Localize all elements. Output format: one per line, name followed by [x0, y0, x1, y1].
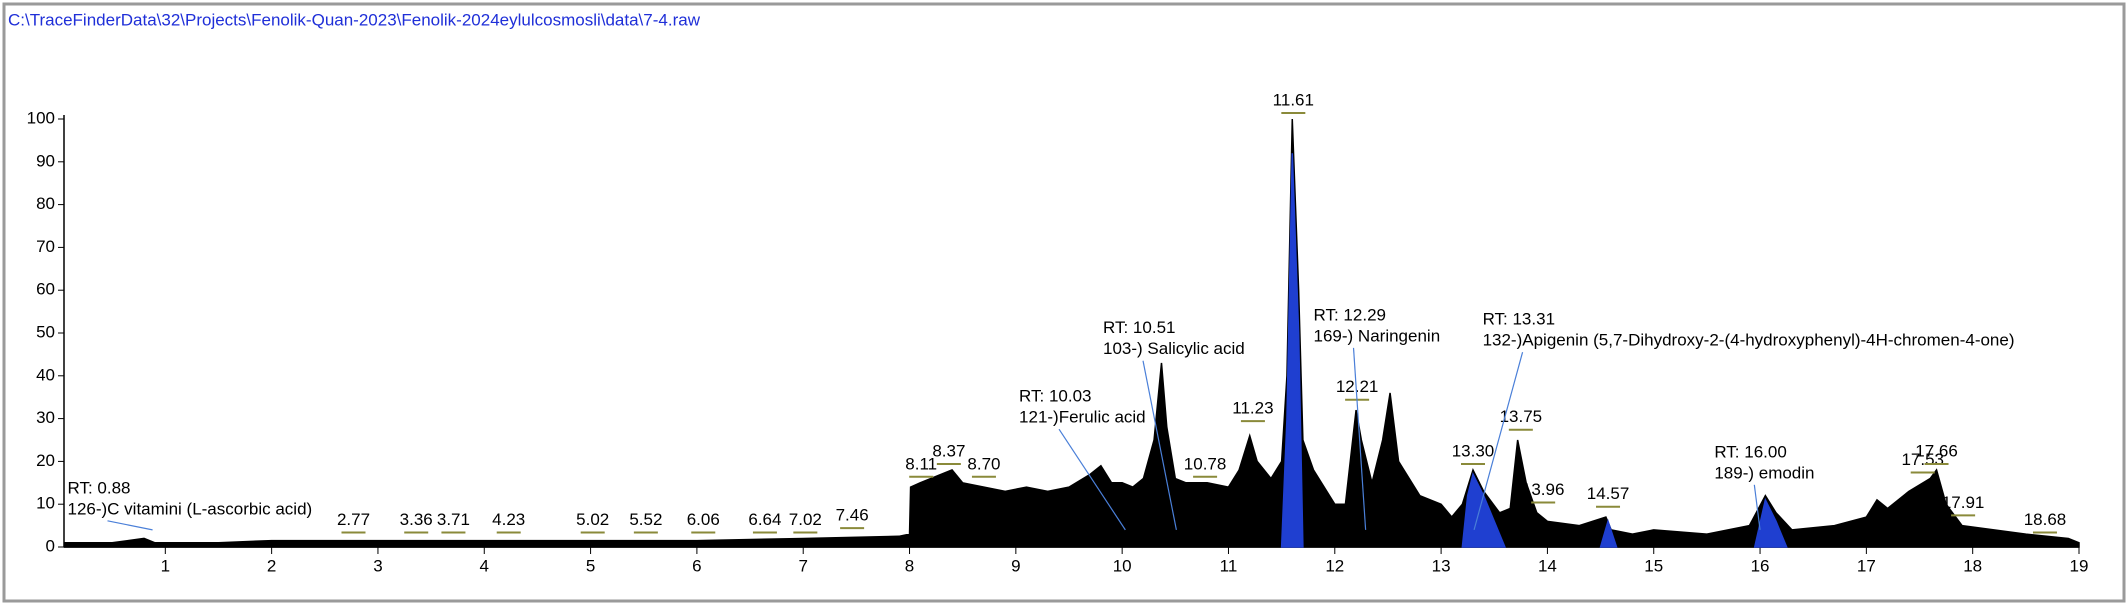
x-tick-label: 11: [1220, 556, 1238, 575]
annotation-text: 103-) Salicylic acid: [1103, 339, 1245, 358]
x-tick-label: 1: [161, 556, 170, 575]
peak-label: 13.96: [1522, 480, 1565, 499]
x-tick-label: 10: [1113, 556, 1132, 575]
annotation-text: 121-)Ferulic acid: [1019, 408, 1146, 427]
peak-label: 6.06: [687, 510, 720, 529]
annotation-leader: [1753, 484, 1761, 530]
y-tick-label: 60: [36, 280, 55, 299]
annotation-text: 189-) emodin: [1714, 463, 1814, 482]
peak-label: 13.75: [1500, 407, 1543, 426]
y-tick-label: 100: [27, 108, 55, 127]
peak-label: 11.23: [1232, 399, 1273, 418]
y-tick-label: 90: [36, 151, 55, 170]
peak-label: 11.61: [1273, 90, 1314, 109]
annotation-leader: [107, 520, 153, 531]
peak-label: 17.91: [1942, 493, 1985, 512]
y-tick-label: 70: [36, 237, 55, 256]
peak-label: 6.64: [748, 510, 781, 529]
peak-label: 14.57: [1587, 484, 1630, 503]
y-tick-label: 10: [36, 494, 55, 513]
peak-label: 7.46: [836, 506, 869, 525]
peak-label: 5.02: [576, 510, 609, 529]
annotation-text: RT: 0.88: [68, 478, 131, 497]
x-tick-label: 8: [905, 556, 914, 575]
y-tick-label: 50: [36, 322, 55, 341]
peak-label: 8.70: [967, 454, 1000, 473]
annotation-text: 132-)Apigenin (5,7-Dihydroxy-2-(4-hydrox…: [1483, 331, 2015, 350]
x-tick-label: 2: [267, 556, 276, 575]
x-tick-label: 14: [1538, 556, 1557, 575]
annotation-text: RT: 10.51: [1103, 318, 1175, 337]
peak-label: 12.21: [1336, 377, 1379, 396]
x-tick-label: 6: [692, 556, 701, 575]
peak-label: 7.02: [789, 510, 822, 529]
annotation-leader: [1142, 360, 1177, 530]
annotation-leader: [1473, 352, 1524, 531]
peak-label: 8.11: [905, 454, 937, 473]
x-tick-label: 7: [798, 556, 807, 575]
y-tick-label: 80: [36, 194, 55, 213]
annotation-leader: [1058, 428, 1126, 531]
peak-label: 5.52: [629, 510, 662, 529]
x-tick-label: 13: [1432, 556, 1451, 575]
peak-label: 3.36: [400, 510, 433, 529]
annotation-text: 169-) Naringenin: [1314, 326, 1441, 345]
annotation-text: RT: 12.29: [1314, 305, 1386, 324]
peak-label: 10.78: [1184, 454, 1227, 473]
x-tick-label: 15: [1644, 556, 1663, 575]
y-tick-label: 30: [36, 408, 55, 427]
x-tick-label: 4: [480, 556, 489, 575]
x-tick-label: 3: [373, 556, 382, 575]
peak-label: 13.30: [1452, 441, 1495, 460]
x-tick-label: 16: [1751, 556, 1770, 575]
annotation-text: RT: 10.03: [1019, 387, 1091, 406]
peak-label: 4.23: [492, 510, 525, 529]
x-tick-label: 19: [2070, 556, 2089, 575]
y-tick-label: 20: [36, 451, 55, 470]
x-tick-label: 5: [586, 556, 595, 575]
peak-label: 18.68: [2024, 510, 2067, 529]
peak-label: 17.66: [1915, 441, 1958, 460]
x-tick-label: 17: [1857, 556, 1876, 575]
x-tick-label: 12: [1325, 556, 1344, 575]
x-tick-label: 9: [1011, 556, 1020, 575]
annotation-text: 126-)C vitamini (L-ascorbic acid): [68, 499, 313, 518]
y-tick-label: 0: [46, 536, 55, 555]
trace-area: [63, 118, 2080, 548]
peak-label: 2.77: [337, 510, 370, 529]
annotation-text: RT: 13.31: [1483, 310, 1555, 329]
file-path: C:\TraceFinderData\32\Projects\Fenolik-Q…: [8, 10, 701, 29]
annotation-text: RT: 16.00: [1714, 442, 1786, 461]
peak-label: 3.71: [437, 510, 470, 529]
x-tick-label: 18: [1963, 556, 1982, 575]
peak-label: 8.37: [932, 441, 965, 460]
y-tick-label: 40: [36, 365, 55, 384]
annotation-leader: [1352, 347, 1367, 530]
